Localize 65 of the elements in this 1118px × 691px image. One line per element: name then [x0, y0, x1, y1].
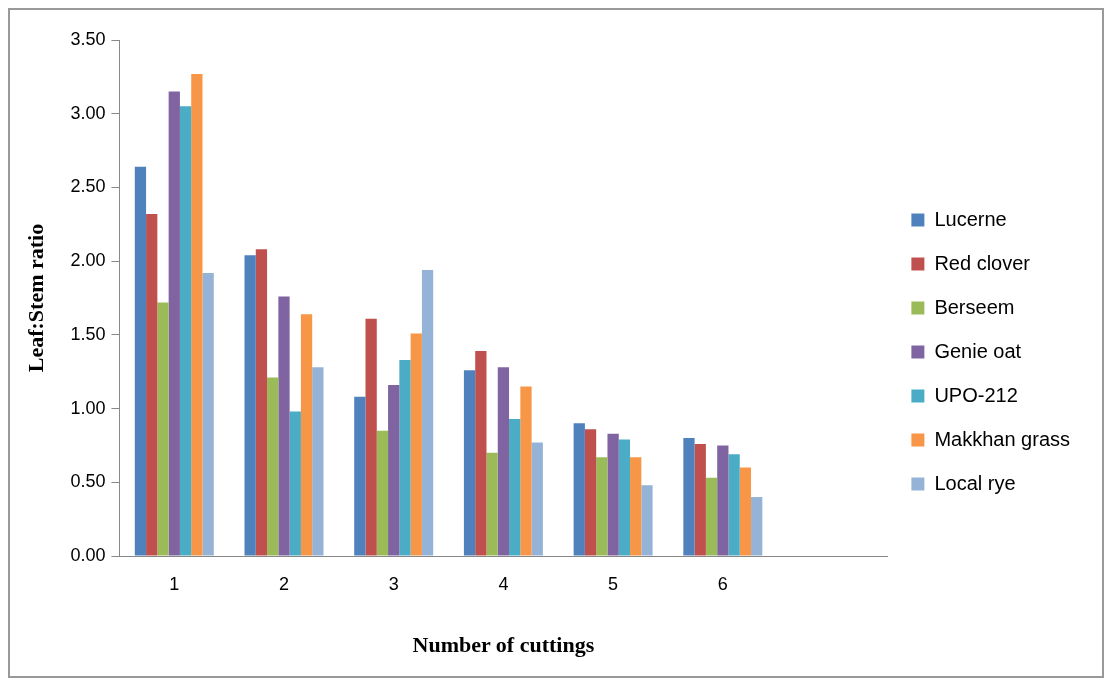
- x-tick-label: 1: [169, 573, 180, 594]
- bar: [421, 269, 434, 556]
- bar: [410, 333, 422, 556]
- bar: [641, 485, 653, 556]
- legend-label: Local rye: [934, 471, 1016, 494]
- y-tick-label: 0.00: [70, 544, 106, 565]
- bar: [520, 386, 532, 556]
- x-tick-label: 3: [388, 573, 399, 594]
- legend-label: Genie oat: [934, 339, 1022, 362]
- bar: [267, 377, 279, 556]
- bar: [497, 367, 510, 556]
- bar: [705, 477, 718, 556]
- bar: [694, 443, 706, 556]
- bar: [717, 445, 729, 556]
- bar: [463, 370, 476, 556]
- y-axis-title: Leaf:Stem ratio: [22, 223, 48, 373]
- bar: [278, 296, 290, 556]
- legend-label: UPO-212: [934, 383, 1018, 406]
- bar: [728, 454, 740, 556]
- bar: [486, 452, 498, 556]
- x-tick-label: 5: [608, 573, 619, 594]
- bar: [751, 497, 763, 556]
- bar: [683, 438, 695, 556]
- y-tick-label: 1.50: [70, 323, 106, 344]
- bar: [376, 430, 389, 556]
- bar: [399, 359, 411, 556]
- y-tick-label: 3.00: [70, 102, 106, 123]
- legend-label: Makkhan grass: [934, 427, 1071, 450]
- y-tick-label: 2.50: [70, 176, 106, 197]
- bar: [191, 73, 203, 556]
- bar: [365, 318, 377, 556]
- bar: [179, 106, 192, 556]
- x-tick-label: 4: [498, 573, 509, 594]
- legend-label: Lucerne: [934, 207, 1007, 230]
- bar: [475, 351, 487, 556]
- bar: [607, 433, 619, 556]
- y-tick-label: 3.50: [70, 28, 106, 49]
- y-tick-label: 1.00: [70, 397, 106, 418]
- bar: [509, 418, 521, 556]
- bar: [312, 367, 324, 556]
- bar: [146, 213, 158, 556]
- bar: [531, 442, 543, 556]
- bar: [388, 384, 400, 556]
- bar: [573, 423, 585, 556]
- x-tick-label: 2: [278, 573, 289, 594]
- bar: [255, 249, 268, 556]
- bar: [630, 457, 642, 556]
- bar: [157, 302, 169, 556]
- bar: [202, 272, 214, 556]
- x-tick-label: 6: [717, 573, 728, 594]
- bar: [134, 166, 147, 556]
- y-tick-label: 0.50: [70, 471, 106, 492]
- bar: [596, 457, 608, 556]
- legend-label: Berseem: [934, 295, 1015, 318]
- bar: [354, 396, 366, 556]
- bar: [168, 91, 180, 556]
- bar: [300, 314, 313, 556]
- bar: [244, 255, 256, 556]
- bar: [289, 411, 301, 556]
- bar: [584, 429, 597, 556]
- x-axis-title: Number of cuttings: [412, 632, 595, 658]
- y-tick-label: 2.00: [70, 250, 106, 271]
- bar: [618, 439, 631, 556]
- legend-label: Red clover: [934, 251, 1031, 274]
- bar: [739, 467, 752, 556]
